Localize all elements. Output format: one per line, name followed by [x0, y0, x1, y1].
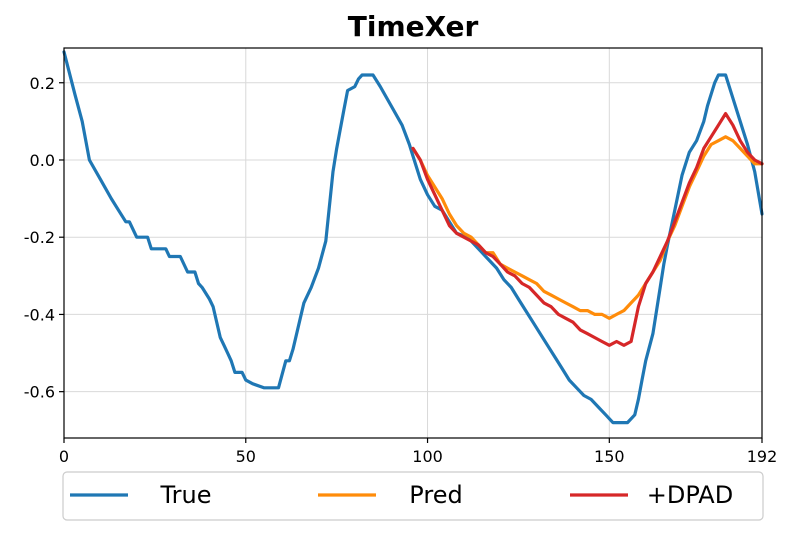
x-tick-label: 192: [747, 447, 778, 466]
legend: True Pred +DPAD: [62, 471, 764, 521]
x-tick-label: 50: [236, 447, 256, 466]
plot-frame: [63, 47, 763, 439]
x-tick-label: 0: [59, 447, 69, 466]
series-line-pred: [411, 135, 764, 320]
series-layer: [62, 50, 764, 425]
legend-frame: [62, 471, 764, 521]
y-tick-label: -0.2: [24, 228, 55, 247]
y-tick-label: -0.4: [24, 305, 55, 324]
x-tick-label: 150: [594, 447, 625, 466]
y-tick-label: 0.0: [30, 151, 55, 170]
y-axis: 0.2 0.0 -0.2 -0.4 -0.6: [24, 74, 64, 402]
grid: [63, 48, 763, 438]
x-tick-label: 100: [412, 447, 443, 466]
series-line-dpad: [411, 111, 764, 347]
legend-label-pred: Pred: [409, 481, 462, 509]
legend-label-dpad: +DPAD: [647, 481, 733, 509]
x-axis: 0 50 100 150 192: [59, 438, 777, 466]
series-line-true: [62, 50, 764, 425]
y-tick-label: 0.2: [30, 74, 55, 93]
legend-label-true: True: [160, 481, 212, 509]
chart-title: TimeXer: [348, 10, 479, 43]
y-tick-label: -0.6: [24, 383, 55, 402]
